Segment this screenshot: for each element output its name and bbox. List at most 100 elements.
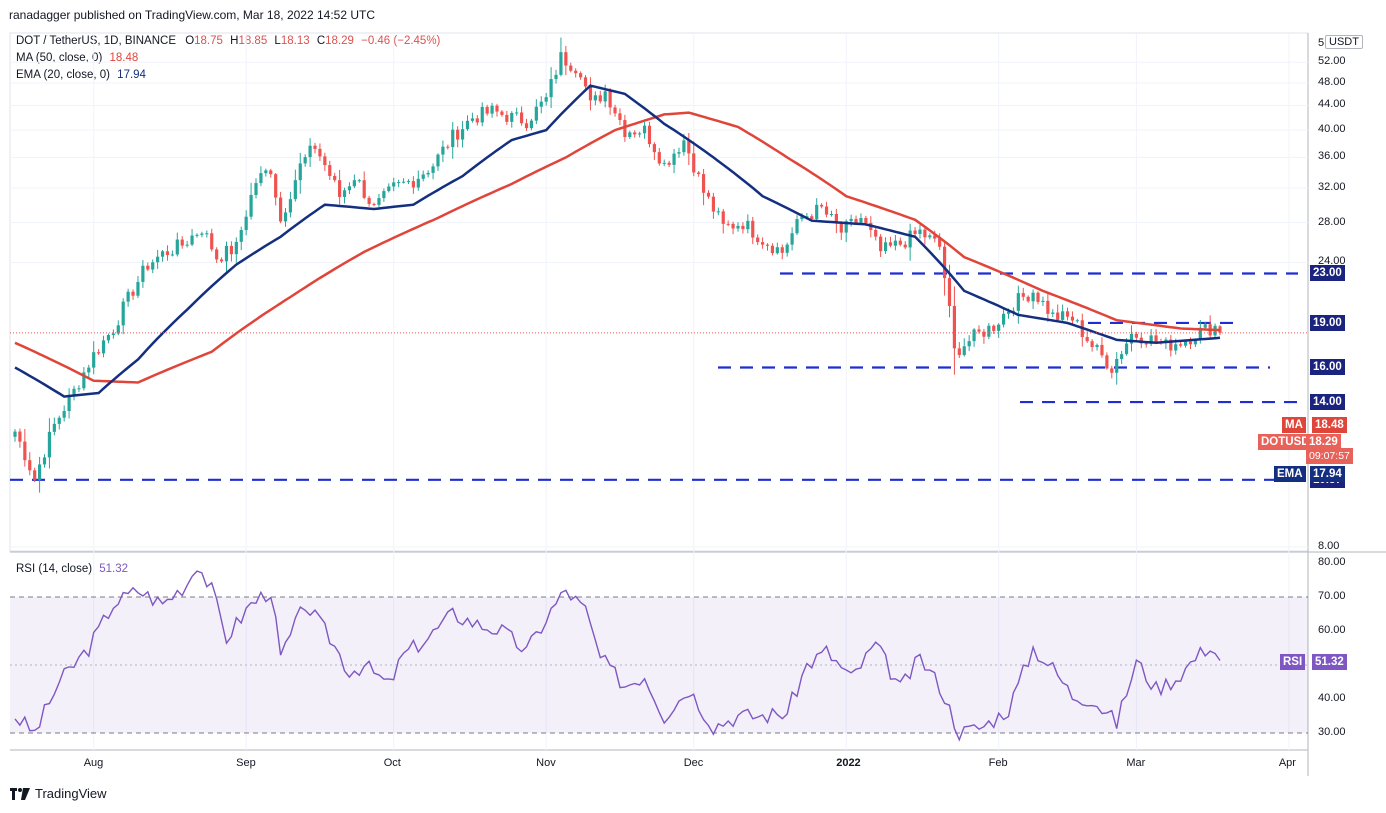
candle [972, 328, 976, 347]
candle [1208, 315, 1212, 340]
candle [195, 233, 199, 238]
rsi-legend[interactable]: RSI (14, close) 51.32 [16, 563, 128, 575]
tradingview-logo[interactable]: TradingView [10, 786, 107, 801]
candle [579, 71, 583, 80]
candle [431, 163, 435, 180]
candle [136, 275, 140, 299]
ema-legend-value: 17.94 [117, 69, 146, 81]
candle [151, 259, 155, 274]
candle [82, 367, 86, 391]
price-tick: 48.00 [1318, 75, 1346, 88]
candle [416, 170, 420, 191]
candle [421, 170, 425, 182]
candle [1100, 337, 1104, 358]
candle [426, 170, 430, 178]
candle [756, 234, 760, 246]
candle [239, 226, 243, 251]
candle [401, 178, 406, 184]
time-tick: 2022 [836, 757, 861, 769]
candle [544, 92, 548, 106]
candle [879, 234, 883, 258]
candle [598, 90, 602, 104]
candle [687, 132, 691, 166]
candle [692, 141, 696, 177]
candle [672, 148, 676, 174]
candle [338, 170, 342, 205]
candle [146, 262, 150, 272]
candle [460, 120, 465, 148]
candle [982, 328, 986, 344]
tradingview-brand: TradingView [35, 786, 107, 801]
candle [716, 207, 720, 216]
rsi-legend-label: RSI (14, close) [16, 563, 93, 575]
candle [642, 121, 647, 139]
candle [918, 224, 922, 239]
candle [446, 144, 450, 150]
ma50-line[interactable] [14, 111, 1221, 384]
candle [436, 153, 440, 171]
candle [347, 182, 352, 195]
candle [259, 166, 263, 187]
candle [780, 244, 784, 260]
candle [967, 335, 971, 352]
candle [362, 171, 366, 200]
ema20-line[interactable] [14, 84, 1221, 398]
time-tick: Oct [383, 757, 401, 769]
candle [1090, 339, 1094, 352]
candle [475, 115, 479, 126]
candle [451, 122, 455, 159]
candle [293, 169, 297, 202]
time-tick: Nov [536, 757, 556, 769]
candle [1115, 352, 1119, 385]
candle [731, 221, 735, 235]
candle [888, 236, 893, 248]
candles[interactable] [13, 37, 1222, 493]
candle [987, 322, 991, 340]
candle [1105, 352, 1109, 370]
time-tick: Apr [1278, 757, 1296, 769]
candle [652, 142, 656, 161]
currency-button[interactable]: USDT [1325, 35, 1363, 49]
candle [928, 233, 932, 240]
candle [701, 168, 706, 206]
candle [500, 110, 504, 117]
rsi-tick: 60.00 [1318, 624, 1346, 636]
bar-countdown: 09:07:57 [1306, 448, 1353, 464]
candle [170, 250, 174, 257]
candle [736, 222, 740, 232]
candle [377, 193, 381, 210]
symbol-name[interactable]: DOT / TetherUS, 1D, BINANCE [16, 35, 176, 47]
price-tick: 32.00 [1318, 180, 1346, 193]
candle [938, 233, 942, 251]
candle [765, 243, 770, 251]
price-axis-symbol-tag: DOTUSDT [1258, 434, 1320, 450]
level-tag-19.00: 19.00 [1310, 314, 1345, 331]
candle [633, 130, 637, 138]
candle [62, 405, 66, 422]
candle [505, 110, 509, 125]
candle [456, 126, 460, 148]
ema-legend[interactable]: EMA (20, close, 0) 17.94 [16, 69, 146, 81]
candle [106, 333, 111, 344]
candle [480, 102, 484, 127]
candle [992, 324, 996, 334]
candle [215, 247, 219, 264]
rsi-line[interactable] [14, 570, 1221, 742]
candle [751, 216, 755, 245]
symbol-legend: DOT / TetherUS, 1D, BINANCE O18.75 H18.8… [16, 35, 440, 47]
candle [1061, 304, 1065, 323]
candle [628, 130, 632, 140]
candle [283, 208, 288, 227]
candle [465, 115, 470, 131]
candle [269, 168, 273, 178]
candle [367, 195, 371, 207]
candle [387, 183, 391, 193]
candle [219, 257, 224, 263]
candle [706, 190, 711, 199]
candle [126, 288, 130, 307]
ohlc-high: H18.85 [230, 35, 268, 47]
rsi-tick: 30.00 [1318, 726, 1346, 738]
ma-axis-tag: MA [1282, 417, 1306, 433]
ma-legend[interactable]: MA (50, close, 0) 18.48 [16, 52, 138, 64]
